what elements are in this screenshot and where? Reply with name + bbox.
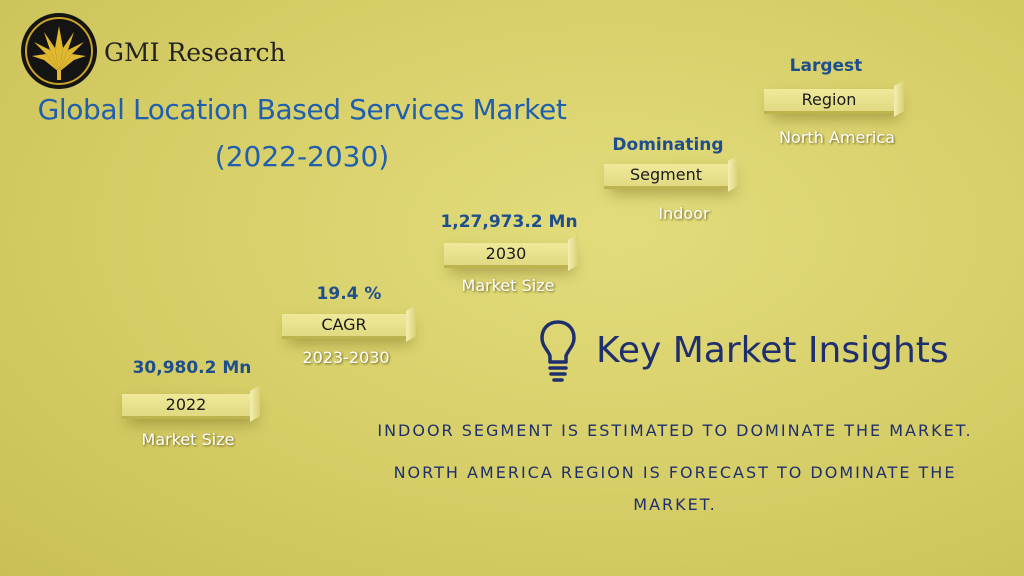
cagr-value: 19.4 % [316,284,382,304]
largest-heading: Largest [789,56,863,76]
largest-region-label: North America [779,128,895,147]
dominating-heading: Dominating [612,135,724,155]
region-step: Region [764,89,894,111]
key-market-insights-heading: Key Market Insights [596,330,949,371]
insight-north-america-line2: MARKET. [633,495,717,514]
dominating-segment-label: Indoor [658,204,710,223]
market-size-2022-value: 30,980.2 Mn [132,358,252,378]
palm-fan-logo-icon [21,13,97,89]
brand-name: GMI Research [104,38,286,67]
market-size-2030-label: Market Size [461,276,555,295]
market-size-2022-label: Market Size [141,430,235,449]
market-size-2030-value: 1,27,973.2 Mn [440,212,578,232]
insight-indoor-segment: INDOOR SEGMENT IS ESTIMATED TO DOMINATE … [377,421,973,440]
year-2022-step: 2022 [122,394,250,416]
insight-north-america-line1: NORTH AMERICA REGION IS FORECAST TO DOMI… [393,463,957,482]
cagr-period-label: 2023-2030 [302,348,390,367]
cagr-step: CAGR [282,314,406,336]
page-title: Global Location Based Services Market [37,93,567,126]
year-2030-step: 2030 [444,243,568,265]
segment-step: Segment [604,164,728,186]
page-subtitle: (2022-2030) [214,140,390,173]
lightbulb-icon [540,320,576,382]
